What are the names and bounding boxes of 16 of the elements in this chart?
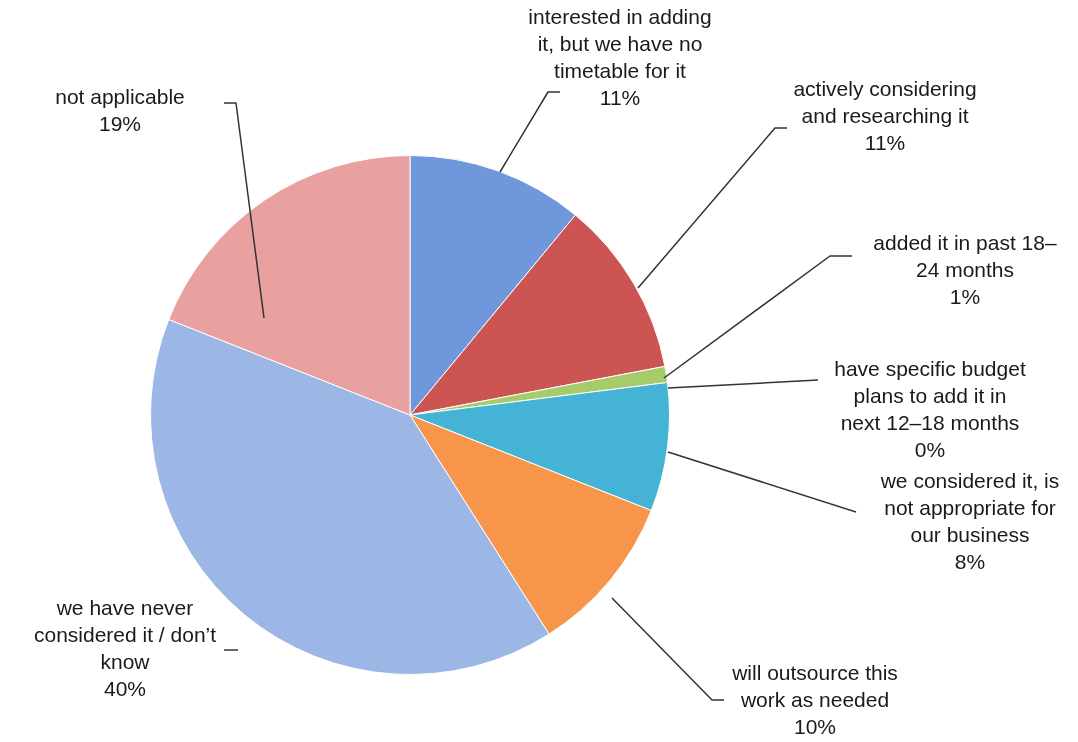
slice-label: interested in adding it, but we have no timetable for it [528,5,712,83]
data-label: 10% [793,715,837,739]
data-label: 1% [949,285,981,309]
text: 0% [914,438,946,462]
data-label: 40% [103,677,147,701]
slice-label: added it in past 18–24 months [873,231,1057,282]
slice-label: not applicable [55,85,185,109]
slice-label: we considered it, is not appropriate for our business [879,469,1060,547]
slice-label: actively considering and researching it [793,77,977,128]
data-label: 11% [864,131,906,155]
slice-label: we have never considered it / don’t know [33,596,217,674]
category-label: have specific budget plans to add it in next 12–18 months [834,357,1026,435]
slice-label: will outsource this work as needed [731,661,898,712]
data-label: 8% [954,550,986,574]
data-label: 11% [599,86,641,110]
data-label: 19% [98,112,142,136]
